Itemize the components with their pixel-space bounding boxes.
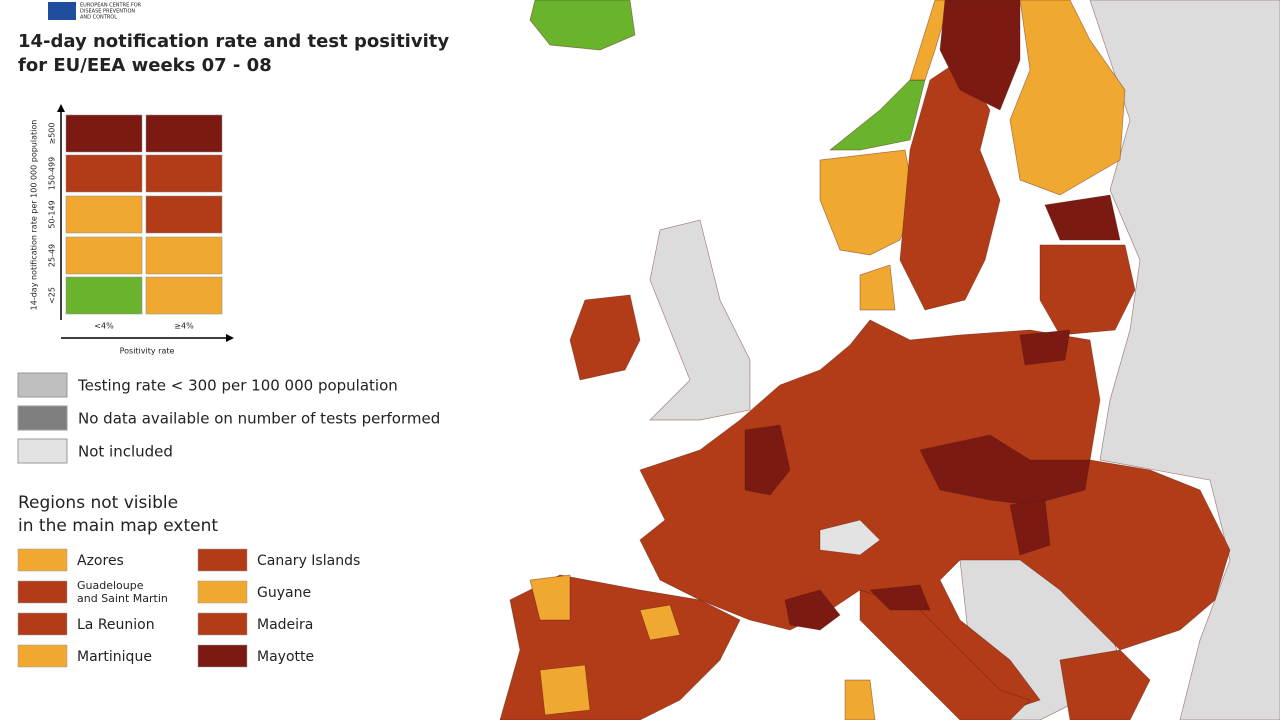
region-swatch	[197, 548, 248, 572]
norway-north	[829, 79, 926, 151]
arrow-head	[226, 334, 234, 342]
column-label: ≥4%	[174, 322, 194, 331]
switzerland	[819, 519, 881, 556]
row-label: 50-149	[48, 200, 57, 228]
legend-label: No data available on number of tests per…	[78, 410, 440, 428]
matrix-cell	[145, 236, 223, 275]
iceland	[529, 0, 636, 51]
region-swatch	[17, 612, 68, 636]
region-label: Azores	[77, 553, 124, 569]
norway-south	[819, 149, 916, 256]
matrix-cell	[65, 195, 143, 234]
denmark	[859, 264, 896, 311]
region-dark	[1019, 329, 1071, 366]
region-orange	[639, 604, 681, 641]
legend-swatch	[17, 438, 68, 464]
logo-flag	[48, 2, 76, 20]
region-dark	[1009, 499, 1051, 556]
matrix-cell	[145, 154, 223, 193]
matrix-cell	[65, 154, 143, 193]
region-orange	[529, 574, 571, 621]
row-label: <25	[48, 287, 57, 304]
matrix-cell	[65, 114, 143, 153]
region-label: Madeira	[257, 617, 313, 633]
region-orange	[539, 664, 591, 716]
region-swatch	[197, 612, 248, 636]
italy	[859, 589, 1031, 720]
matrix-cell	[145, 114, 223, 153]
greece	[1059, 649, 1151, 720]
regions-title: in the main map extent	[18, 516, 218, 536]
logo-text: AND CONTROL	[80, 15, 117, 21]
ireland	[569, 294, 641, 381]
map	[499, 0, 1280, 720]
finland	[1009, 0, 1126, 196]
region-label: Canary Islands	[257, 553, 360, 569]
region-swatch	[17, 580, 68, 604]
sardinia	[844, 679, 876, 720]
region-label: La Reunion	[77, 617, 155, 633]
region-swatch	[197, 580, 248, 604]
regions-title: Regions not visible	[18, 493, 178, 513]
region-label: and Saint Martin	[77, 592, 168, 605]
legend-swatch	[17, 372, 68, 398]
baltics	[1039, 244, 1136, 336]
legend-label: Testing rate < 300 per 100 000 populatio…	[77, 377, 398, 395]
region-swatch	[17, 548, 68, 572]
region-label: Mayotte	[257, 649, 314, 665]
logo-text: EUROPEAN CENTRE FOR	[80, 3, 142, 9]
region-label: Guadeloupe	[77, 579, 144, 592]
region-dark	[744, 424, 791, 496]
title: for EU/EEA weeks 07 - 08	[18, 55, 272, 76]
legend-label: Not included	[78, 443, 173, 461]
region-swatch	[17, 644, 68, 668]
arrow-head	[57, 104, 65, 112]
region-dark	[784, 589, 841, 631]
region-dark	[869, 584, 931, 611]
legend-swatch	[17, 405, 68, 431]
x-axis-label: Positivity rate	[120, 347, 175, 356]
row-label: 150-499	[48, 157, 57, 190]
uk	[649, 219, 751, 421]
row-label: ≥500	[48, 123, 57, 145]
matrix-cell	[65, 236, 143, 275]
estonia	[1044, 194, 1121, 241]
region-dark	[919, 434, 1091, 506]
y-axis-label: 14-day notification rate per 100 000 pop…	[30, 120, 39, 311]
row-label: 25-49	[48, 244, 57, 267]
sweden-north	[939, 0, 1021, 111]
non-eu-land	[1089, 0, 1280, 720]
column-label: <4%	[94, 322, 114, 331]
matrix-cell	[65, 276, 143, 315]
logo-text: DISEASE PREVENTION	[80, 9, 135, 15]
matrix-cell	[145, 276, 223, 315]
region-label: Martinique	[77, 649, 152, 665]
region-label: Guyane	[257, 585, 311, 601]
region-swatch	[197, 644, 248, 668]
matrix-cell	[145, 195, 223, 234]
title: 14-day notification rate and test positi…	[18, 31, 449, 52]
